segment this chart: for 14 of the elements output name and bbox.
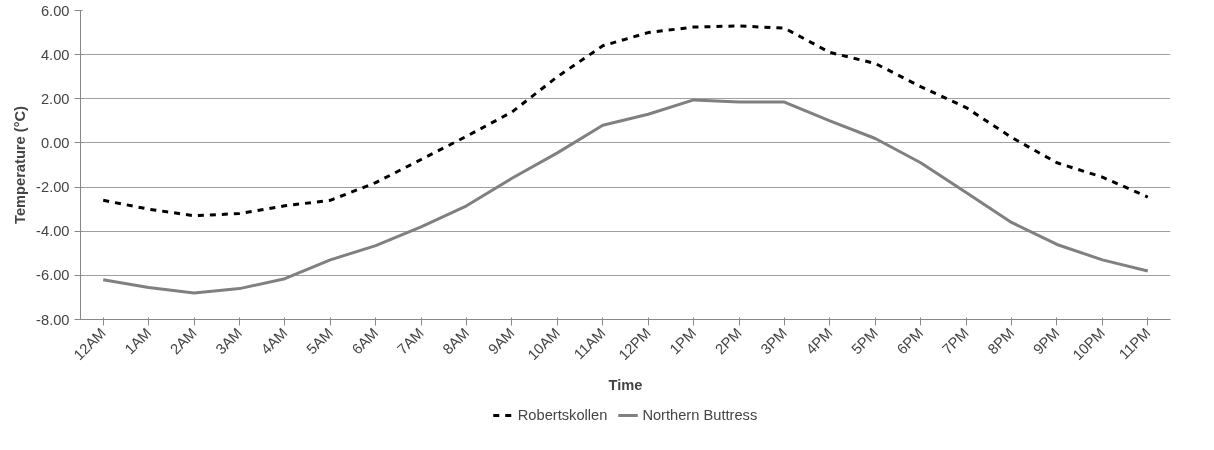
y-tick-label: 4.00 bbox=[40, 46, 70, 63]
x-axis-title: Time bbox=[608, 376, 643, 393]
line-series bbox=[101, 24, 1150, 218]
legend-label: Northern Buttress bbox=[642, 407, 758, 423]
y-axis-title: Temperature (°C) bbox=[12, 105, 29, 224]
legend-label: Robertskollen bbox=[517, 407, 608, 423]
y-tick-label: 6.00 bbox=[40, 2, 70, 19]
y-tick-label: 0.00 bbox=[40, 134, 70, 151]
y-tick-label: -2.00 bbox=[36, 179, 70, 196]
line-series bbox=[101, 98, 1150, 295]
y-tick-label: 2.00 bbox=[40, 90, 70, 107]
y-tick-label: -4.00 bbox=[36, 223, 70, 240]
y-tick-label: -6.00 bbox=[36, 267, 70, 284]
y-tick-label: -8.00 bbox=[36, 311, 70, 328]
